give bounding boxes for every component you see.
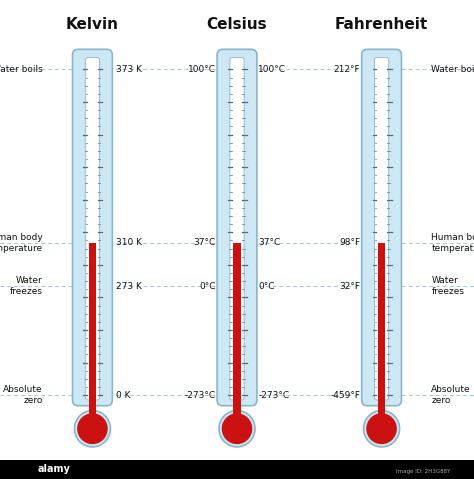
Text: Celsius: Celsius — [207, 17, 267, 32]
Text: 373 K: 373 K — [116, 65, 142, 74]
Text: 37°C: 37°C — [258, 238, 281, 247]
Text: 0°C: 0°C — [258, 282, 275, 291]
Circle shape — [74, 411, 110, 447]
Text: 32°F: 32°F — [339, 282, 360, 291]
FancyBboxPatch shape — [73, 49, 112, 406]
Circle shape — [222, 413, 252, 444]
Circle shape — [77, 413, 108, 444]
Text: -273°C: -273°C — [258, 391, 290, 399]
Bar — [0, 460, 474, 479]
Text: 0 K: 0 K — [116, 391, 131, 399]
Text: 212°F: 212°F — [334, 65, 360, 74]
Text: Water boils: Water boils — [431, 65, 474, 74]
FancyBboxPatch shape — [217, 49, 257, 406]
Text: 98°F: 98°F — [339, 238, 360, 247]
Bar — [89, 243, 96, 429]
Circle shape — [219, 411, 255, 447]
Bar — [378, 243, 385, 429]
Text: 100°C: 100°C — [258, 65, 286, 74]
FancyBboxPatch shape — [85, 57, 100, 400]
Text: 273 K: 273 K — [116, 282, 142, 291]
Circle shape — [366, 413, 397, 444]
Text: Absolute
zero: Absolute zero — [3, 385, 43, 405]
Circle shape — [364, 411, 400, 447]
Text: 100°C: 100°C — [188, 65, 216, 74]
Text: Human body
temperature: Human body temperature — [431, 233, 474, 253]
Text: -273°C: -273°C — [184, 391, 216, 399]
FancyBboxPatch shape — [230, 57, 244, 400]
Text: Water boils: Water boils — [0, 65, 43, 74]
FancyBboxPatch shape — [374, 57, 389, 400]
Text: Water
freezes: Water freezes — [431, 276, 465, 297]
Text: Kelvin: Kelvin — [66, 17, 119, 32]
Text: alamy: alamy — [38, 465, 71, 474]
Text: 310 K: 310 K — [116, 238, 142, 247]
Text: Image ID: 2H3G88Y: Image ID: 2H3G88Y — [396, 469, 450, 474]
Text: Water
freezes: Water freezes — [9, 276, 43, 297]
Text: 0°C: 0°C — [199, 282, 216, 291]
Text: -459°F: -459°F — [330, 391, 360, 399]
Text: Absolute
zero: Absolute zero — [431, 385, 471, 405]
Text: Fahrenheit: Fahrenheit — [335, 17, 428, 32]
Text: 37°C: 37°C — [193, 238, 216, 247]
FancyBboxPatch shape — [362, 49, 401, 406]
Text: Human body
temperature: Human body temperature — [0, 233, 43, 253]
Bar — [233, 243, 240, 429]
